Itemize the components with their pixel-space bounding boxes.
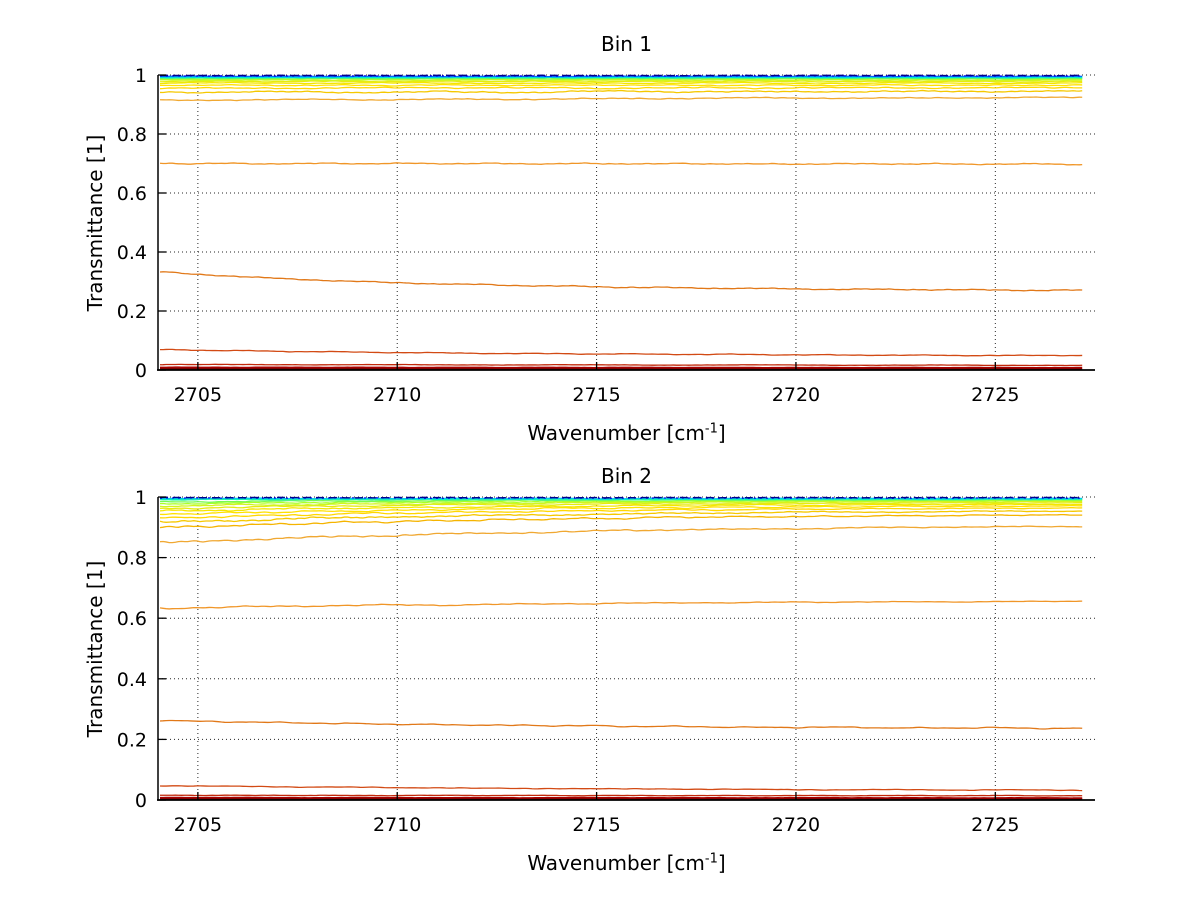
y-tick-label: 0: [135, 360, 147, 382]
spectrum-line: [159, 785, 1083, 792]
x-tick-label: 2715: [572, 814, 620, 836]
x-axis-label-close-bracket: ]: [717, 421, 726, 445]
x-tick-label: 2710: [373, 814, 421, 836]
spectrum-line: [159, 719, 1083, 730]
chart-title-bin-2: Bin 2: [600, 464, 653, 488]
spectrum-line: [159, 510, 1083, 523]
spectrum-line: [159, 504, 1083, 516]
x-tick-label: 2720: [772, 384, 820, 406]
spectrum-line: [159, 77, 1083, 81]
subplot-1: 2705 2710 2715 2720 2725 0 0.2 0.4 0.6 0.8 1: [117, 65, 1095, 406]
spectrum-line: [159, 366, 1083, 369]
spectrum-line: [159, 497, 1083, 499]
y-tick-label: 0.2: [117, 729, 147, 751]
x-axis-label-bin-2: Wavenumber [cm-1]: [158, 850, 1095, 876]
x-tick-label: 2715: [572, 384, 620, 406]
x-axis-label-close-bracket: ]: [717, 851, 726, 875]
spectrum-line: [159, 80, 1083, 83]
spectrum-line: [159, 162, 1083, 166]
y-tick-label: 0.8: [117, 548, 147, 570]
y-tick-label: 0.2: [117, 301, 147, 323]
x-axis-label-superscript: -1: [704, 421, 718, 437]
y-tick-label: 0.4: [117, 242, 147, 264]
x-axis-label-bin-1: Wavenumber [cm-1]: [158, 420, 1095, 446]
spectrum-line: [159, 525, 1083, 544]
spectrum-line: [159, 794, 1083, 797]
x-axis-label-text: Wavenumber [cm: [527, 851, 705, 875]
spectrum-line: [159, 363, 1083, 367]
x-tick-label: 2705: [174, 814, 222, 836]
spectrum-line: [159, 348, 1083, 357]
x-tick-label: 2705: [174, 384, 222, 406]
spectrum-line: [159, 796, 1083, 799]
spectrum-line: [159, 600, 1083, 610]
y-axis-label-bin-2: Transmittance [1]: [83, 560, 107, 738]
x-tick-label: 2725: [971, 384, 1019, 406]
spectrum-line: [159, 496, 1083, 499]
subplot-2: 2705 2710 2715 2720 2725 0 0.2 0.4 0.6 0.8 1: [117, 487, 1095, 836]
x-tick-label: 2720: [772, 814, 820, 836]
spectrum-line: [159, 89, 1083, 94]
y-axis-label-bin-1: Transmittance [1]: [83, 134, 107, 312]
spectra-lines: [159, 74, 1083, 370]
spectrum-line: [159, 81, 1083, 85]
spectrum-line: [159, 513, 1083, 529]
y-tick-label: 0: [135, 790, 147, 812]
spectrum-line: [159, 96, 1083, 102]
spectrum-line: [159, 500, 1083, 508]
spectra-lines: [159, 496, 1083, 800]
y-tick-label: 0.8: [117, 124, 147, 146]
x-tick-label: 2710: [373, 384, 421, 406]
y-tick-label: 1: [135, 65, 147, 87]
x-axis-label-superscript: -1: [704, 851, 718, 867]
chart-title-bin-1: Bin 1: [600, 32, 653, 56]
x-axis-label-text: Wavenumber [cm: [527, 421, 705, 445]
spectrum-line: [159, 271, 1083, 292]
y-tick-label: 0.6: [117, 183, 147, 205]
y-tick-label: 1: [135, 487, 147, 509]
spectrum-line: [159, 503, 1083, 512]
y-tick-label: 0.6: [117, 608, 147, 630]
spectrum-line: [159, 78, 1083, 82]
spectrum-line: [159, 83, 1083, 87]
spectrum-line: [159, 507, 1083, 519]
spectrum-line: [159, 86, 1083, 90]
x-tick-label: 2725: [971, 814, 1019, 836]
y-tick-label: 0.4: [117, 669, 147, 691]
